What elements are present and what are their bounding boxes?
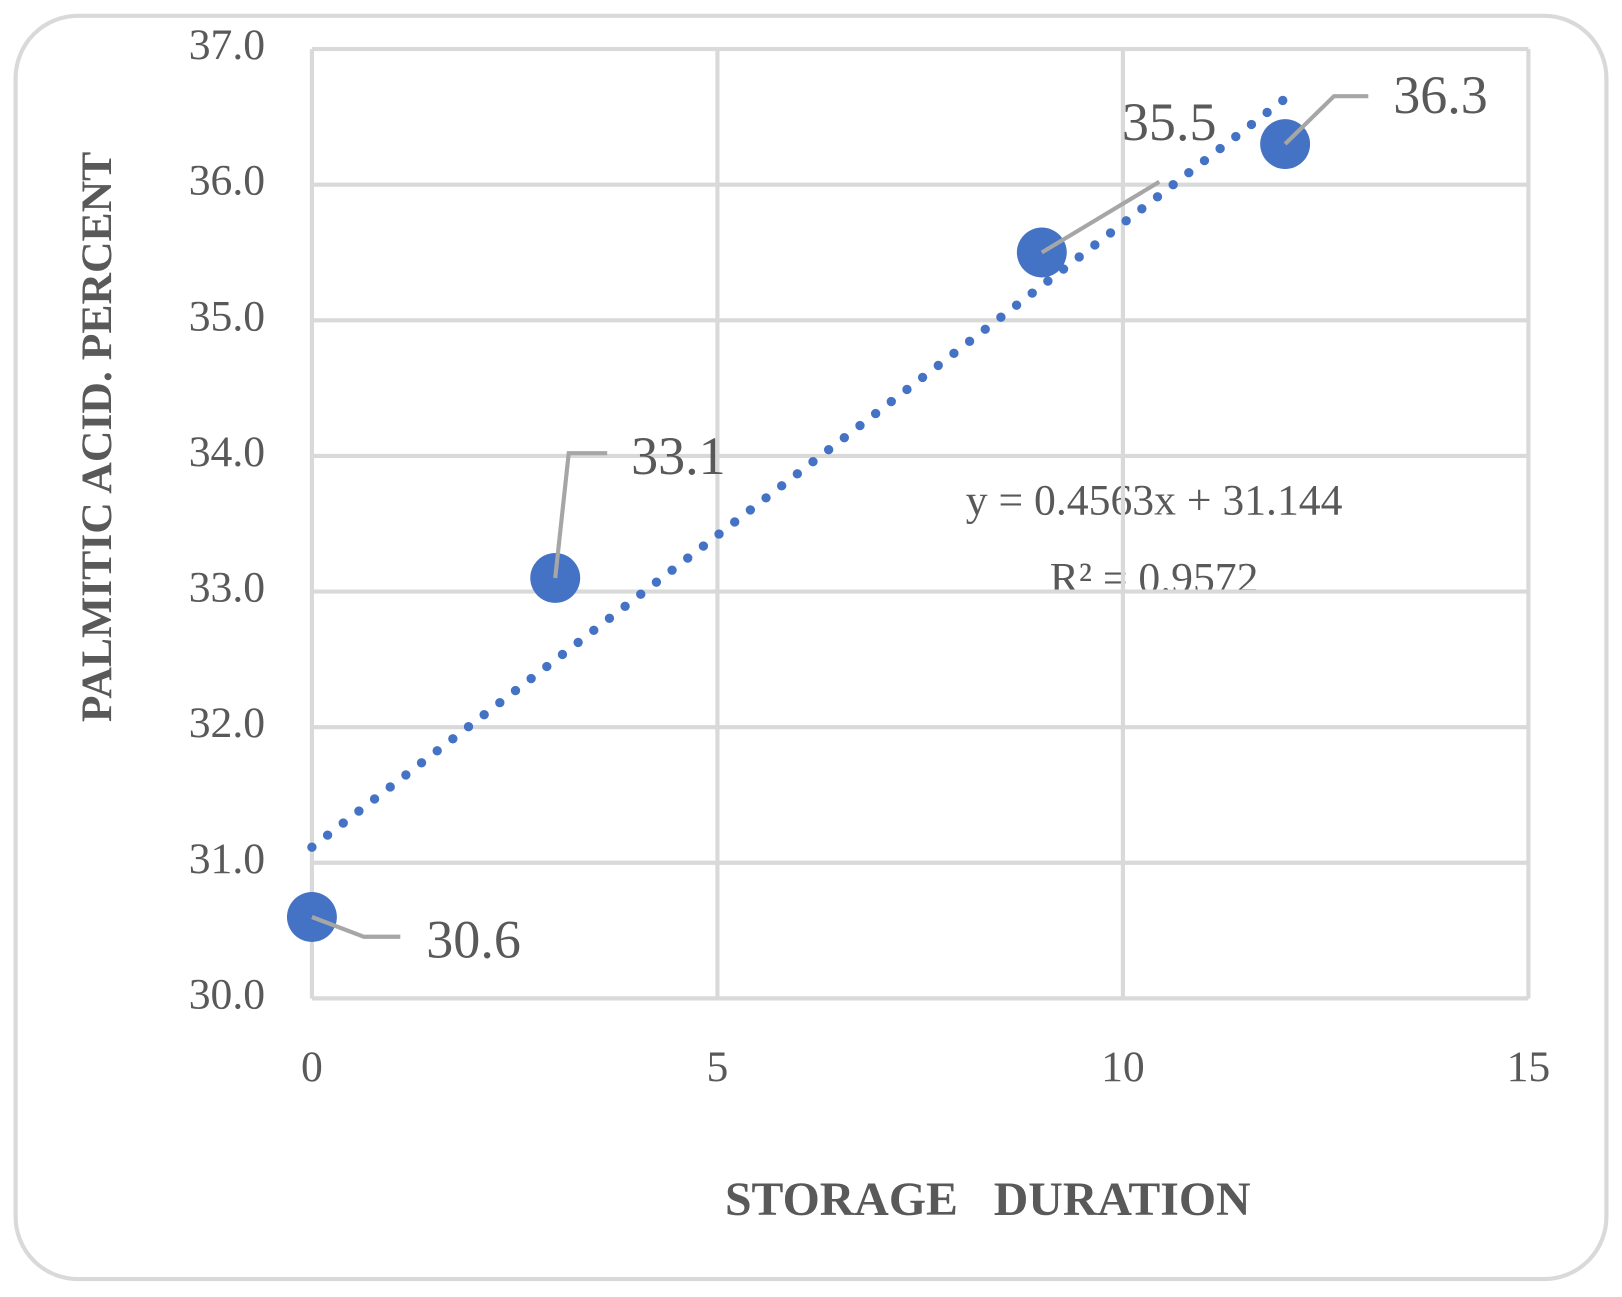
y-tick-label: 31.0 [189,835,265,883]
trendline [307,93,1290,852]
y-axis-title: PALMITIC ACID. PERCENT [73,152,121,722]
chart-border [13,13,1609,1282]
x-tick-label: 10 [1101,1043,1145,1091]
trendline-r-squared: R² = 0.9572 [1050,554,1259,602]
data-label: 36.3 [1393,65,1488,125]
trendline-equation: y = 0.4563x + 31.144 [966,477,1343,525]
y-tick-label: 30.0 [189,970,265,1018]
x-tick-label: 5 [707,1043,729,1091]
data-label: 35.5 [1122,92,1217,152]
leader-line [1283,94,1369,146]
data-point [1016,227,1067,278]
data-label: 30.6 [426,909,521,969]
x-tick-label: 0 [301,1043,323,1091]
x-tick-label: 15 [1507,1043,1551,1091]
y-tick-label: 35.0 [189,292,265,340]
leader-line [311,915,401,939]
y-tick-label: 34.0 [189,428,265,476]
y-tick-label: 36.0 [189,157,265,205]
data-label: 33.1 [631,426,726,486]
leader-line [553,451,608,579]
leader-line [1040,180,1161,255]
y-tick-label: 33.0 [189,564,265,612]
y-tick-label: 37.0 [189,21,265,69]
y-tick-label: 32.0 [189,699,265,747]
x-axis-title: STORAGE DURATION [725,1173,1251,1226]
